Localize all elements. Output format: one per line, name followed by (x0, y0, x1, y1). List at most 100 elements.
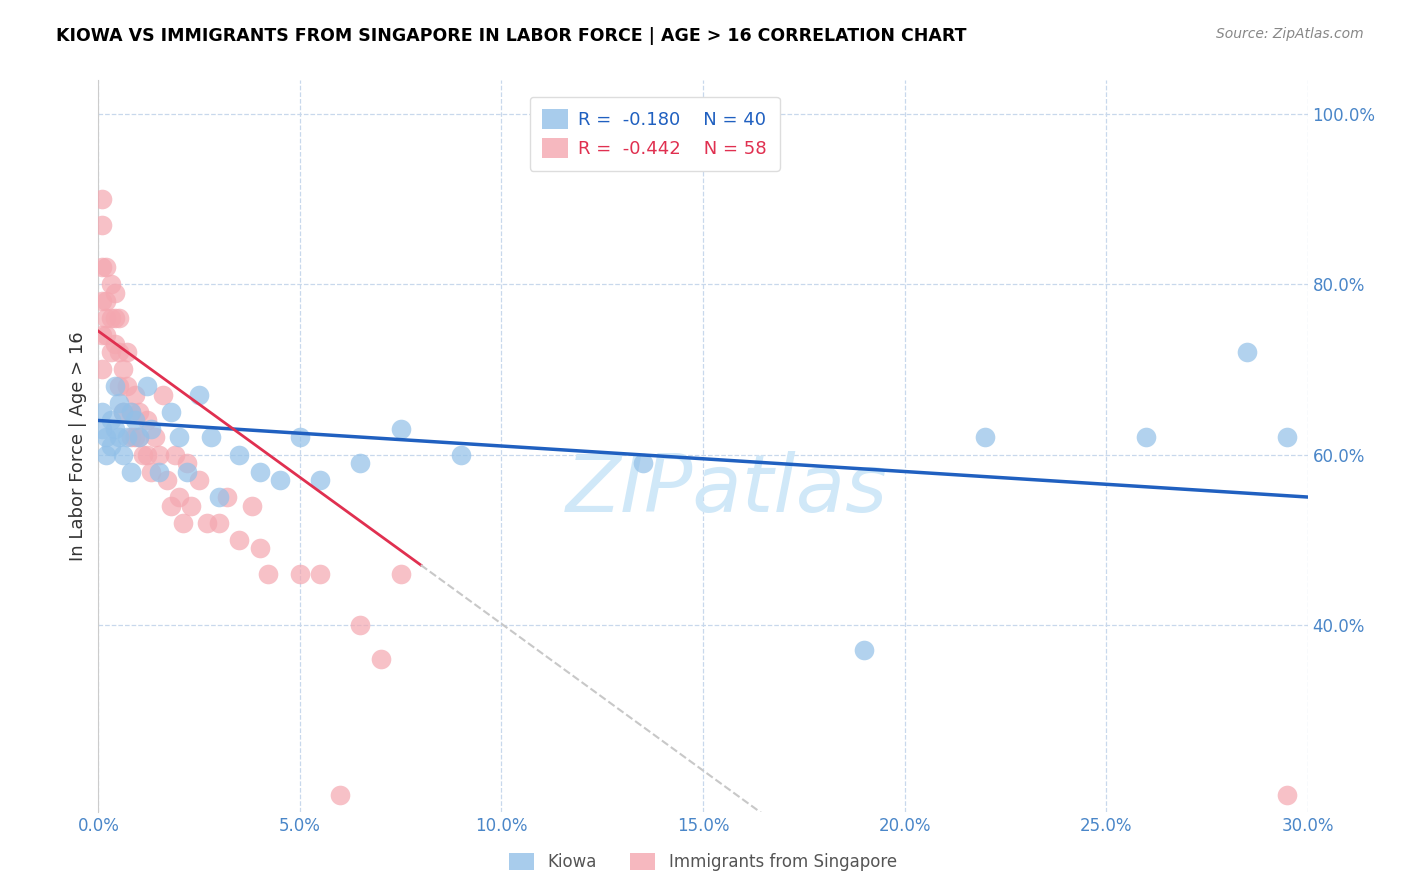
Point (188, 388, 211, 402)
Point (124, 413, 146, 427)
Point (228, 533, 250, 547)
Point (163, 448, 186, 462)
Point (200, 430, 222, 444)
Point (135, 448, 157, 462)
Point (349, 456, 371, 470)
Point (111, 362, 134, 376)
Point (1236, 345, 1258, 359)
Point (309, 473, 332, 487)
Point (124, 430, 146, 444)
Point (96, 311, 118, 326)
Point (208, 490, 231, 504)
Point (156, 473, 179, 487)
Legend: Kiowa, Immigrants from Singapore: Kiowa, Immigrants from Singapore (501, 845, 905, 880)
Text: KIOWA VS IMMIGRANTS FROM SINGAPORE IN LABOR FORCE | AGE > 16 CORRELATION CHART: KIOWA VS IMMIGRANTS FROM SINGAPORE IN LA… (56, 27, 967, 45)
Point (389, 422, 412, 436)
Point (389, 566, 412, 581)
Point (128, 405, 150, 419)
Point (91, 362, 114, 376)
Point (139, 465, 162, 479)
Text: ZIPatlas: ZIPatlas (567, 450, 889, 529)
Point (111, 405, 134, 419)
Point (100, 311, 122, 326)
Point (96, 430, 118, 444)
Point (91, 294, 114, 309)
Point (160, 405, 183, 419)
Point (853, 643, 876, 657)
Text: Source: ZipAtlas.com: Source: ZipAtlas.com (1216, 27, 1364, 41)
Point (103, 337, 125, 351)
Point (103, 285, 125, 300)
Point (111, 448, 134, 462)
Point (269, 473, 291, 487)
Point (91, 328, 114, 343)
Point (172, 516, 194, 530)
Point (120, 430, 142, 444)
Point (974, 430, 997, 444)
Point (180, 499, 202, 513)
Point (115, 345, 138, 359)
Point (132, 448, 155, 462)
Point (100, 345, 122, 359)
Point (120, 465, 142, 479)
Point (1277, 788, 1299, 802)
Point (128, 430, 150, 444)
Point (139, 422, 162, 436)
Point (370, 651, 392, 665)
Point (288, 566, 311, 581)
Point (100, 413, 122, 427)
Point (107, 379, 129, 393)
Point (91, 218, 114, 232)
Point (195, 516, 218, 530)
Point (240, 499, 263, 513)
Point (249, 465, 271, 479)
Y-axis label: In Labor Force | Age > 16: In Labor Force | Age > 16 (69, 331, 87, 561)
Point (450, 448, 472, 462)
Point (249, 541, 271, 555)
Point (103, 311, 125, 326)
Point (96, 260, 118, 275)
Point (91, 405, 114, 419)
Point (96, 294, 118, 309)
Point (100, 439, 122, 453)
Point (176, 465, 198, 479)
Point (309, 566, 332, 581)
Point (256, 566, 278, 581)
Point (115, 379, 138, 393)
Point (128, 430, 150, 444)
Point (135, 413, 157, 427)
Point (111, 405, 134, 419)
Point (1277, 430, 1299, 444)
Point (120, 405, 142, 419)
Point (135, 379, 157, 393)
Point (148, 448, 170, 462)
Point (167, 490, 190, 504)
Point (176, 456, 198, 470)
Point (107, 311, 129, 326)
Point (96, 448, 118, 462)
Point (107, 345, 129, 359)
Point (107, 396, 129, 410)
Point (631, 456, 654, 470)
Point (217, 490, 239, 504)
Point (143, 430, 166, 444)
Point (115, 430, 138, 444)
Point (1135, 430, 1157, 444)
Point (160, 499, 183, 513)
Point (228, 448, 250, 462)
Point (100, 277, 122, 292)
Point (91, 260, 114, 275)
Point (124, 388, 146, 402)
Point (288, 430, 311, 444)
Point (152, 388, 174, 402)
Point (103, 422, 125, 436)
Point (91, 192, 114, 206)
Point (188, 473, 211, 487)
Point (96, 328, 118, 343)
Point (148, 465, 170, 479)
Point (167, 430, 190, 444)
Point (103, 379, 125, 393)
Point (349, 617, 371, 632)
Point (91, 422, 114, 436)
Legend: R =  -0.180    N = 40, R =  -0.442    N = 58: R = -0.180 N = 40, R = -0.442 N = 58 (530, 96, 780, 170)
